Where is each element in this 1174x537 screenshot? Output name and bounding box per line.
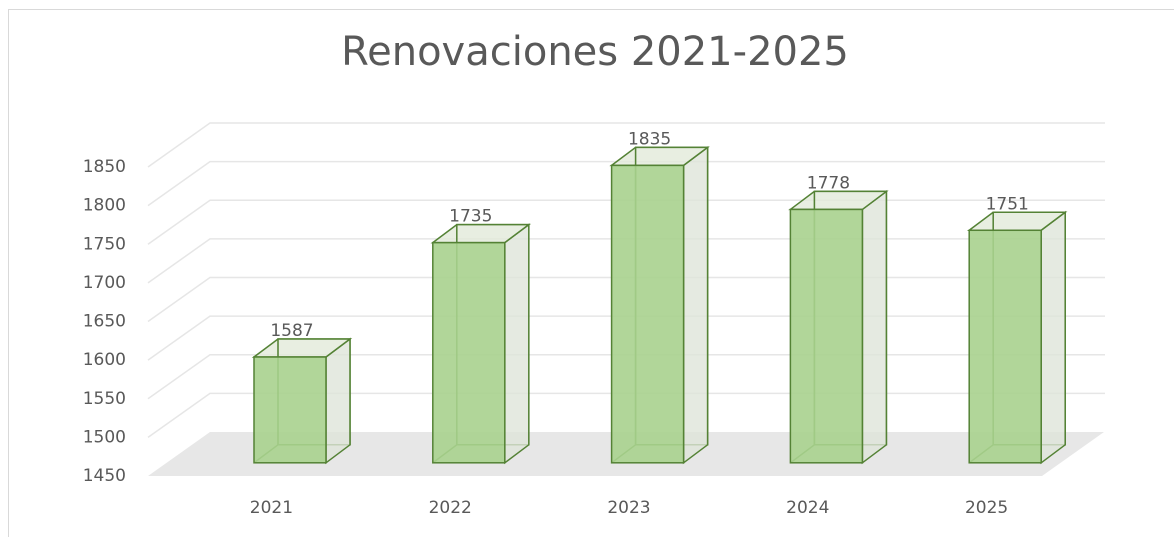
- data-label: 1735: [449, 207, 492, 227]
- x-tick-label: 2023: [607, 498, 650, 518]
- bar: [788, 189, 889, 465]
- y-tick-label: 1750: [83, 234, 126, 254]
- bar: [430, 223, 532, 465]
- data-label: 1835: [628, 129, 671, 149]
- bar-front: [610, 164, 685, 464]
- bar: [251, 337, 353, 465]
- bar-front: [432, 241, 506, 464]
- x-tick-label: 2022: [429, 498, 472, 518]
- bar-front: [253, 356, 327, 464]
- y-tick-label: 1850: [83, 157, 126, 177]
- bar-side: [504, 223, 530, 465]
- x-tick-label: 2025: [965, 498, 1008, 518]
- data-label: 1587: [270, 321, 313, 341]
- y-tick-label: 1700: [83, 273, 126, 293]
- bar-side: [682, 145, 709, 465]
- bar: [966, 210, 1068, 465]
- bar-side: [861, 189, 888, 465]
- bar-side: [325, 337, 351, 465]
- data-label: 1751: [986, 194, 1029, 214]
- bar-front: [968, 229, 1042, 464]
- y-tick-label: 1550: [83, 389, 126, 409]
- grid-line: [147, 122, 1105, 168]
- x-tick-label: 2021: [250, 498, 293, 518]
- y-tick-label: 1500: [83, 427, 126, 447]
- y-tick-label: 1650: [83, 312, 126, 332]
- bar: [609, 145, 710, 465]
- x-tick-label: 2024: [786, 498, 829, 518]
- chart-title: Renovaciones 2021-2025: [341, 29, 849, 75]
- y-tick-label: 1800: [83, 196, 126, 216]
- y-tick-label: 1600: [83, 350, 126, 370]
- grid-line: [147, 160, 1105, 207]
- y-tick-label: 1450: [83, 466, 126, 486]
- data-label: 1778: [807, 173, 850, 193]
- bar-front: [789, 208, 864, 464]
- bar-side: [1040, 210, 1066, 465]
